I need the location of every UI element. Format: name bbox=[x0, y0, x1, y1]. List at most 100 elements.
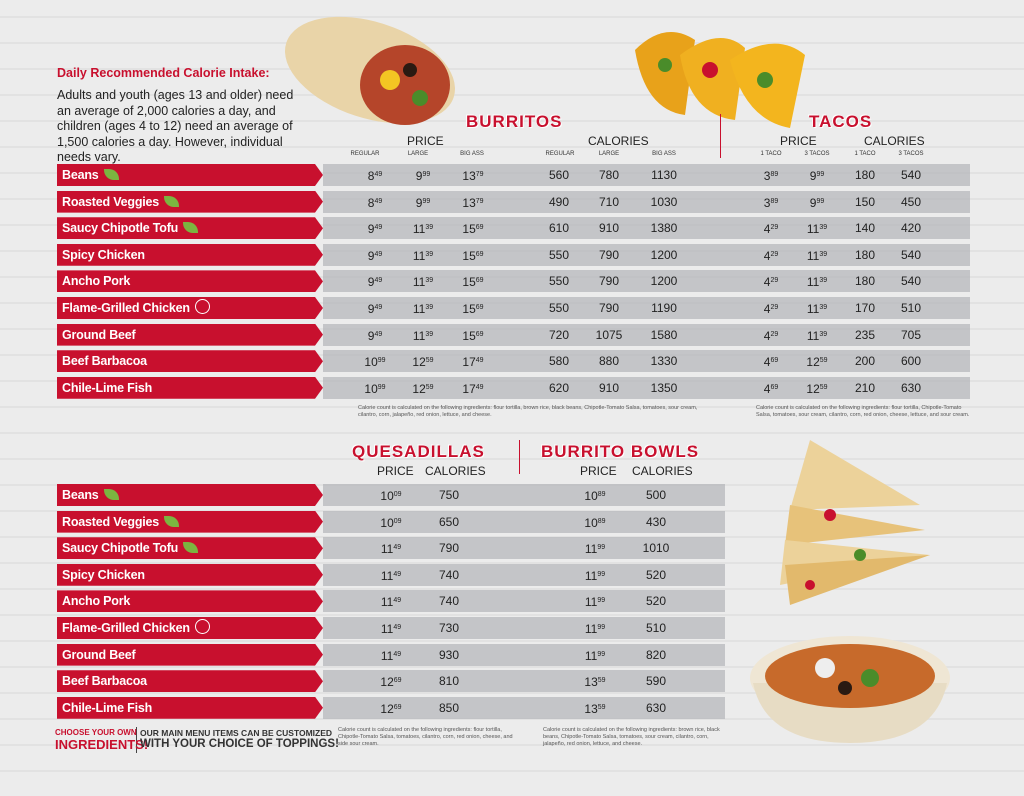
dollars: 4 bbox=[763, 355, 771, 370]
dollars: 9 bbox=[809, 169, 817, 183]
size-label: LARGE bbox=[598, 151, 620, 157]
note: Calorie count is calculated on the follo… bbox=[338, 727, 513, 747]
item-name: Beef Barbacoa bbox=[62, 354, 147, 369]
item-label: Beef Barbacoa bbox=[57, 670, 323, 693]
calories: 910 bbox=[598, 380, 620, 395]
item-name: Ground Beef bbox=[62, 647, 136, 662]
row-band bbox=[323, 270, 970, 293]
price: 1149 bbox=[381, 564, 401, 587]
footer-choose: CHOOSE YOUR OWN bbox=[55, 728, 137, 737]
item-name: Flame-Grilled Chicken bbox=[62, 301, 190, 315]
price: 429 bbox=[764, 270, 778, 293]
cents: 99 bbox=[597, 544, 606, 552]
size-label: BIG ASS bbox=[652, 151, 676, 157]
item-label: Roasted Veggies bbox=[57, 510, 323, 533]
cents: 99 bbox=[816, 171, 825, 178]
price: 389 bbox=[764, 164, 778, 187]
veggie-icon bbox=[103, 489, 119, 500]
dollars: 11 bbox=[412, 222, 426, 237]
dollars: 4 bbox=[763, 302, 771, 316]
cents: 29 bbox=[770, 250, 779, 258]
size-label: 3 TACOS bbox=[898, 151, 924, 157]
calories: 550 bbox=[548, 247, 570, 262]
cents: 49 bbox=[374, 250, 383, 258]
price: 1259 bbox=[806, 350, 827, 373]
calories: 1330 bbox=[650, 354, 678, 369]
dollars: 15 bbox=[462, 328, 476, 343]
calories: 740 bbox=[438, 567, 460, 582]
calories: 180 bbox=[854, 168, 876, 182]
item-label: Flame-Grilled Chicken bbox=[57, 617, 323, 639]
cents: 99 bbox=[597, 570, 606, 578]
dollars: 4 bbox=[763, 381, 771, 396]
dollars: 11 bbox=[584, 622, 598, 636]
calories: 450 bbox=[900, 194, 922, 209]
dollars: 13 bbox=[462, 169, 476, 183]
cents: 49 bbox=[374, 224, 383, 232]
cents: 49 bbox=[374, 197, 383, 205]
badge-icon bbox=[194, 619, 210, 634]
dollars: 9 bbox=[367, 275, 375, 290]
dollars: 9 bbox=[367, 328, 375, 343]
row-band bbox=[323, 323, 970, 346]
cents: 49 bbox=[393, 650, 402, 658]
footer-ingredients: INGREDIENTS! bbox=[55, 737, 149, 752]
price: 1269 bbox=[380, 697, 401, 720]
calories: 1075 bbox=[595, 327, 623, 342]
cents: 79 bbox=[475, 197, 484, 205]
price: 1359 bbox=[584, 697, 605, 720]
row-band bbox=[323, 297, 970, 319]
price: 1139 bbox=[807, 297, 827, 320]
item-label: Saucy Chipotle Tofu bbox=[57, 217, 323, 240]
item-label: Spicy Chicken bbox=[57, 243, 323, 266]
cents: 69 bbox=[475, 330, 484, 338]
price: 999 bbox=[416, 191, 430, 214]
dollars: 12 bbox=[806, 381, 820, 396]
calories: 180 bbox=[854, 247, 876, 262]
dollars: 11 bbox=[584, 595, 598, 610]
dollars: 15 bbox=[462, 302, 476, 316]
row-band bbox=[323, 164, 970, 186]
divider bbox=[136, 727, 137, 753]
cents: 99 bbox=[597, 597, 606, 605]
cents: 59 bbox=[819, 357, 828, 365]
calories: 730 bbox=[438, 621, 460, 635]
divider bbox=[519, 440, 520, 474]
price: 1569 bbox=[462, 244, 483, 267]
cents: 79 bbox=[475, 171, 484, 178]
price: 1089 bbox=[584, 511, 605, 534]
price: 429 bbox=[764, 297, 778, 320]
item-label: Flame-Grilled Chicken bbox=[57, 297, 323, 319]
calories: 705 bbox=[900, 327, 922, 342]
cents: 29 bbox=[770, 224, 779, 232]
row-band bbox=[323, 350, 970, 373]
item-name: Ancho Pork bbox=[62, 274, 131, 289]
row-band bbox=[323, 243, 970, 266]
cents: 69 bbox=[770, 383, 779, 391]
dollars: 12 bbox=[412, 355, 426, 370]
cents: 49 bbox=[393, 597, 402, 605]
price: 1149 bbox=[381, 590, 401, 613]
cents: 59 bbox=[425, 383, 434, 391]
dollars: 13 bbox=[462, 195, 476, 210]
dollars: 17 bbox=[462, 355, 476, 370]
dollars: 9 bbox=[809, 195, 817, 210]
cents: 59 bbox=[819, 383, 828, 391]
cents: 59 bbox=[597, 703, 606, 711]
calories: 710 bbox=[598, 194, 620, 209]
price: 1569 bbox=[462, 324, 483, 347]
cents: 89 bbox=[597, 517, 606, 525]
price: 1139 bbox=[807, 217, 827, 240]
calories: 780 bbox=[598, 168, 620, 182]
price: 1139 bbox=[413, 217, 433, 240]
badge-icon bbox=[194, 299, 210, 314]
cents: 49 bbox=[393, 570, 402, 578]
cents: 49 bbox=[374, 277, 383, 285]
column-header: CALORIES bbox=[632, 464, 693, 478]
item-label: Roasted Veggies bbox=[57, 190, 323, 213]
cents: 29 bbox=[770, 277, 779, 285]
cents: 99 bbox=[597, 650, 606, 658]
item-name: Spicy Chicken bbox=[62, 247, 145, 262]
cents: 39 bbox=[425, 330, 434, 338]
cents: 49 bbox=[393, 624, 402, 631]
